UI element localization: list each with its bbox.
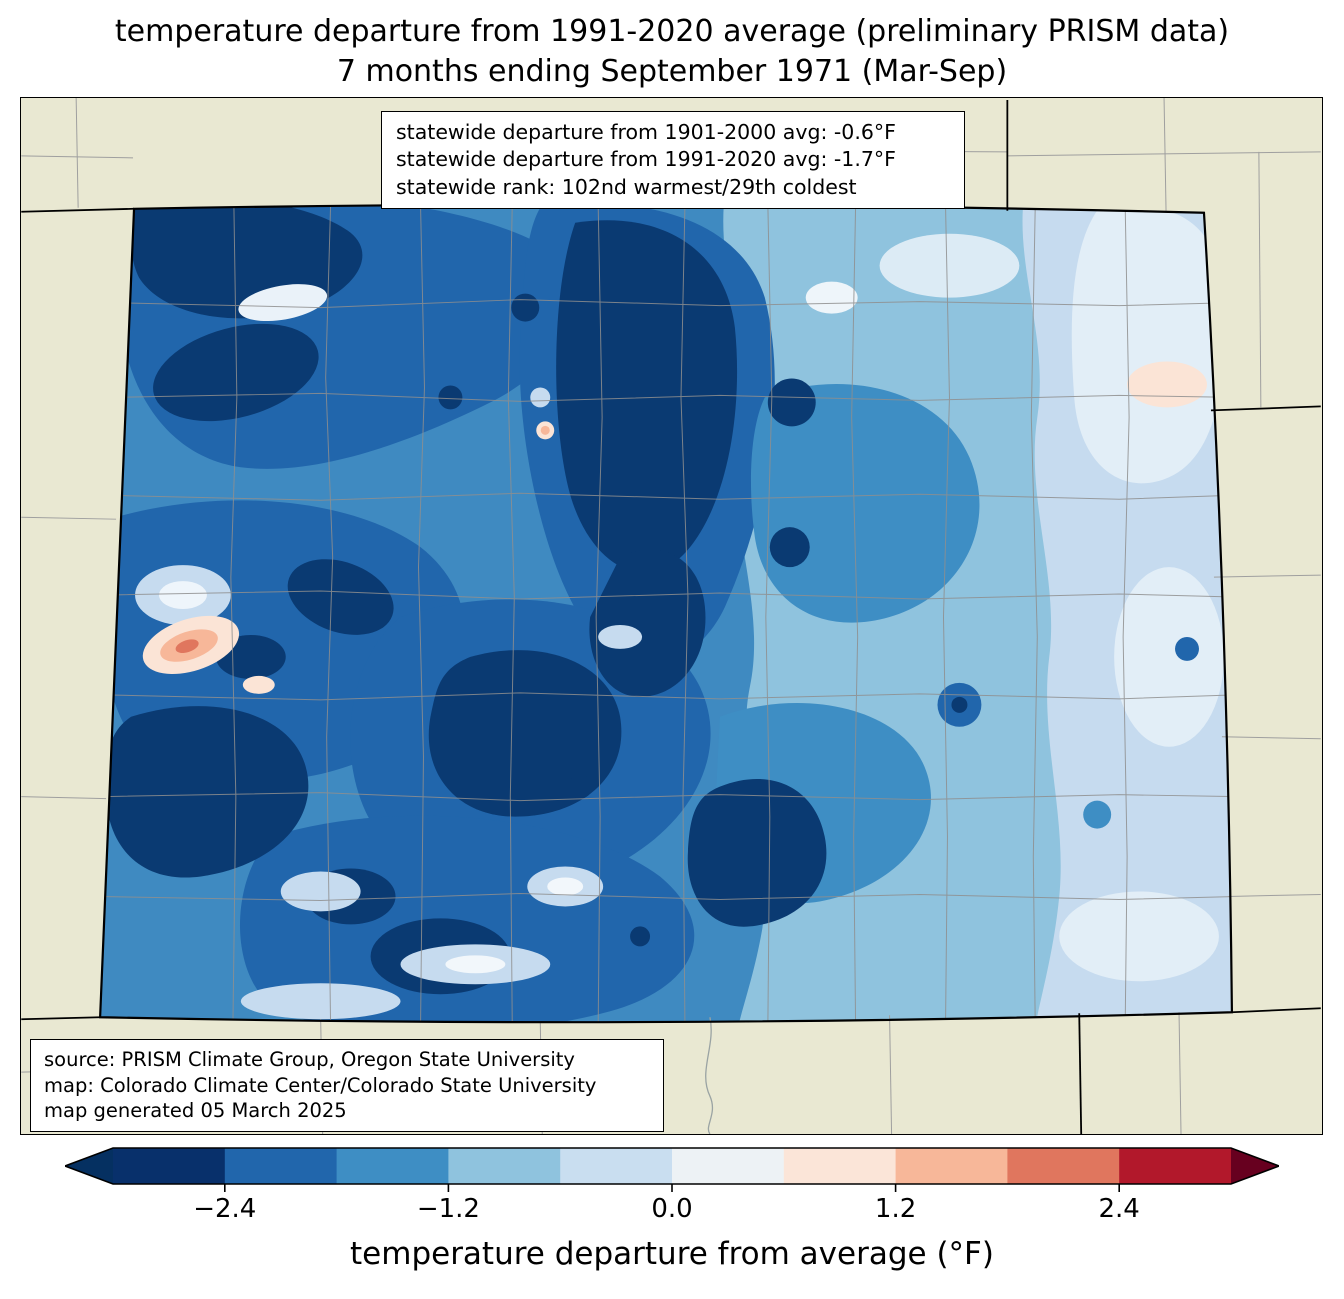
source-box: source: PRISM Climate Group, Oregon Stat…	[30, 1039, 664, 1133]
coldest-anomaly-blobs	[106, 204, 827, 995]
colorbar-arrow	[1231, 1148, 1279, 1184]
colorbar-segment	[113, 1148, 226, 1184]
temperature-fill-layer	[100, 204, 1232, 1023]
colorbar-segment	[783, 1148, 897, 1184]
colorbar-tick-label: 2.4	[1098, 1194, 1140, 1224]
colorbar-segment	[448, 1148, 561, 1184]
source-line-2: map: Colorado Climate Center/Colorado St…	[44, 1073, 597, 1097]
colorado-map	[21, 98, 1321, 1134]
source-line-3: map generated 05 March 2025	[44, 1099, 347, 1123]
river-line	[705, 1017, 714, 1134]
colorbar-tick-label: −2.4	[193, 1194, 257, 1224]
source-line-1: source: PRISM Climate Group, Oregon Stat…	[44, 1048, 575, 1071]
colorbar-tick-labels: −2.4 −1.2 0.0 1.2 2.4	[65, 1194, 1279, 1228]
colorbar-segment	[895, 1148, 1008, 1184]
colorbar-segment	[1119, 1148, 1232, 1184]
colorbar	[62, 1146, 1282, 1194]
stats-line-3: statewide rank: 102nd warmest/29th colde…	[396, 174, 857, 199]
stats-line-1: statewide departure from 1901-2000 avg: …	[396, 120, 896, 144]
warm-anomaly-west	[142, 615, 240, 675]
stats-line-2: statewide departure from 1991-2020 avg: …	[396, 147, 896, 172]
colorbar-svg	[62, 1147, 1282, 1192]
colorbar-tick-label: −1.2	[416, 1194, 480, 1224]
neighbor-state-borders	[21, 99, 1321, 1134]
county-boundaries	[100, 204, 1232, 1023]
colorbar-tick-label: 0.0	[651, 1194, 693, 1224]
colorbar-arrow	[65, 1148, 113, 1184]
colorbar-segment	[1007, 1148, 1120, 1184]
map-panel: statewide departure from 1901-2000 avg: …	[20, 97, 1323, 1135]
colorbar-segment	[560, 1148, 673, 1184]
stats-box: statewide departure from 1901-2000 avg: …	[381, 111, 965, 209]
warm-anomaly-northeast	[1127, 361, 1207, 408]
colorbar-segment	[672, 1148, 785, 1184]
page-title: temperature departure from 1991-2020 ave…	[0, 12, 1344, 92]
colorbar-tick-label: 1.2	[874, 1194, 917, 1224]
colorbar-axis-label: temperature departure from average (°F)	[350, 1236, 994, 1272]
colorbar-segment	[224, 1148, 338, 1184]
title-line-2: 7 months ending September 1971 (Mar-Sep)	[336, 54, 1008, 89]
title-line-1: temperature departure from 1991-2020 ave…	[114, 14, 1230, 49]
colorbar-segment	[336, 1148, 449, 1184]
